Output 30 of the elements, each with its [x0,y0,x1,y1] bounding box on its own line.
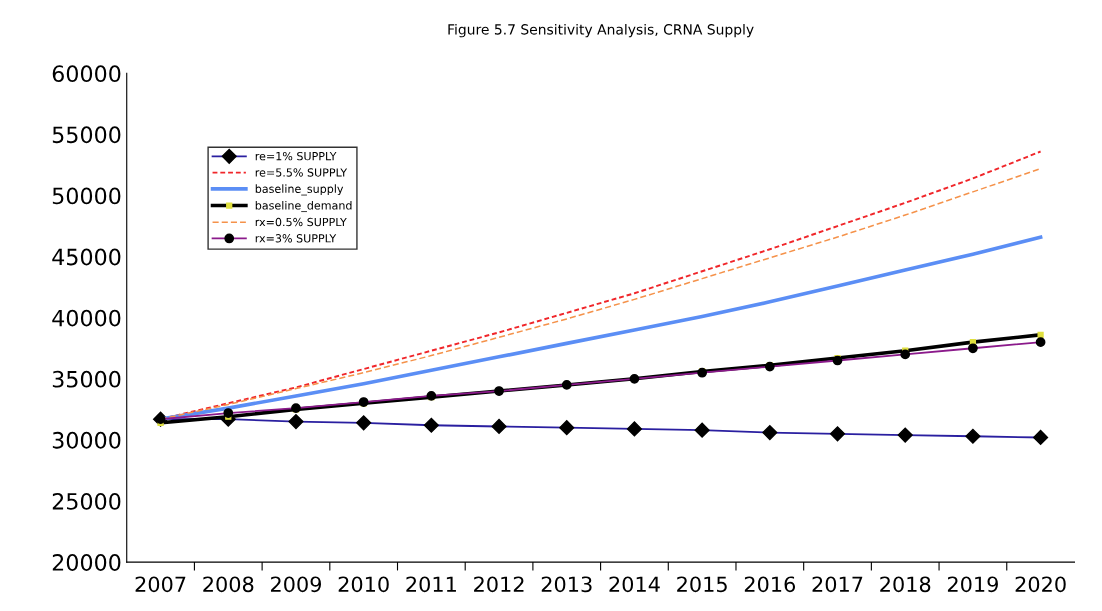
y-tick-label: 30000 [52,431,121,449]
y-tick-label: 40000 [52,309,121,327]
x-tick-label: 2016 [744,576,796,593]
legend-label: rx=0.5% SUPPLY [255,217,347,227]
legend-label: re=5.5% SUPPLY [255,168,348,177]
x-tick-label: 2015 [677,576,727,593]
y-tick-label: 20000 [52,554,121,571]
legend-label: baseline_supply [255,184,344,196]
x-tick-label: 2009 [270,576,322,593]
x-tick-label: 2011 [406,576,456,593]
y-tick-label: 25000 [52,492,121,510]
x-tick-label: 2017 [812,576,863,593]
legend-label: rx=3% SUPPLY [255,234,337,243]
y-tick-label: 35000 [52,370,121,388]
y-tick-label: 45000 [52,248,121,266]
y-tick-label: 55000 [52,126,121,144]
legend-label: baseline_demand [255,200,352,213]
x-tick-label: 2013 [541,576,592,593]
x-tick-label: 2014 [609,576,660,593]
x-tick-label: 2020 [1015,576,1066,593]
x-tick-label: 2019 [947,576,998,593]
x-tick-label: 2008 [203,576,254,593]
legend-label: re=1% SUPPLY [255,151,337,161]
x-tick-label: 2018 [880,576,931,593]
x-tick-label: 2012 [474,576,524,593]
chart-title: Figure 5.7 Sensitivity Analysis, CRNA Supply [448,23,754,38]
x-tick-label: 2007 [135,576,186,593]
y-tick-label: 60000 [52,65,121,83]
x-tick-label: 2010 [338,576,389,593]
y-tick-label: 50000 [52,187,121,205]
